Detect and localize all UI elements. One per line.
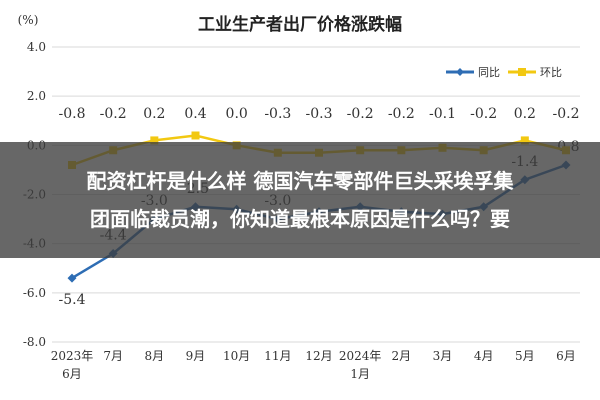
y-tick-label: -6.0 <box>23 286 46 300</box>
y-tick-label: 4.0 <box>27 40 46 54</box>
data-label-mom: 0.0 <box>226 106 248 122</box>
data-label-mom: 0.2 <box>514 106 536 122</box>
x-tick-label: 6月 <box>556 349 576 363</box>
x-tick-label: 11月 <box>264 349 291 363</box>
data-label-mom: -0.2 <box>388 106 415 122</box>
data-label-mom: -0.3 <box>264 106 291 122</box>
overlay-line-1: 配资杠杆是什么样 德国汽车零部件巨头采埃孚集 <box>86 169 514 193</box>
x-tick-label: 7月 <box>103 349 123 363</box>
data-label-mom: -0.2 <box>100 106 127 122</box>
data-label-mom: -0.1 <box>429 106 456 122</box>
data-label-mom: -0.8 <box>59 106 86 122</box>
legend-swatch-marker <box>518 68 526 76</box>
x-tick-label: 2月 <box>392 349 412 363</box>
y-axis-unit-label: (%) <box>18 13 39 27</box>
legend-label: 环比 <box>540 66 562 79</box>
overlay-line-2: 团面临裁员潮，你知道最根本原因是什么吗？要 <box>90 207 510 231</box>
x-tick-label: 9月 <box>186 349 206 363</box>
x-tick-label: 3月 <box>433 349 453 363</box>
data-label-mom: -0.2 <box>347 106 374 122</box>
data-point-yoy <box>67 273 77 283</box>
y-tick-label: 2.0 <box>27 89 46 103</box>
x-tick-label: 6月 <box>62 367 82 381</box>
data-point-mom <box>520 136 529 145</box>
x-tick-label: 12月 <box>305 349 332 363</box>
legend-swatch-marker <box>456 68 464 76</box>
x-tick-label: 8月 <box>145 349 165 363</box>
data-point-mom <box>150 136 159 145</box>
data-label-yoy: -5.4 <box>59 292 86 308</box>
data-label-mom: -0.2 <box>553 106 580 122</box>
overlay-banner: 配资杠杆是什么样 德国汽车零部件巨头采埃孚集 团面临裁员潮，你知道最根本原因是什… <box>0 142 600 258</box>
x-tick-label: 1月 <box>350 367 370 381</box>
y-tick-label: -8.0 <box>23 335 46 349</box>
legend-label: 同比 <box>478 66 500 79</box>
chart-title: 工业生产者出厂价格涨跌幅 <box>198 14 402 35</box>
x-tick-label: 10月 <box>223 349 250 363</box>
data-point-mom <box>191 131 200 140</box>
x-tick-label: 2023年 <box>51 349 94 363</box>
x-tick-label: 2024年 <box>339 349 382 363</box>
data-label-mom: 0.2 <box>143 106 165 122</box>
data-label-mom: -0.2 <box>470 106 497 122</box>
data-label-mom: 0.4 <box>184 106 206 122</box>
data-label-mom: -0.3 <box>306 106 333 122</box>
x-tick-label: 5月 <box>515 349 535 363</box>
x-tick-label: 4月 <box>474 349 494 363</box>
